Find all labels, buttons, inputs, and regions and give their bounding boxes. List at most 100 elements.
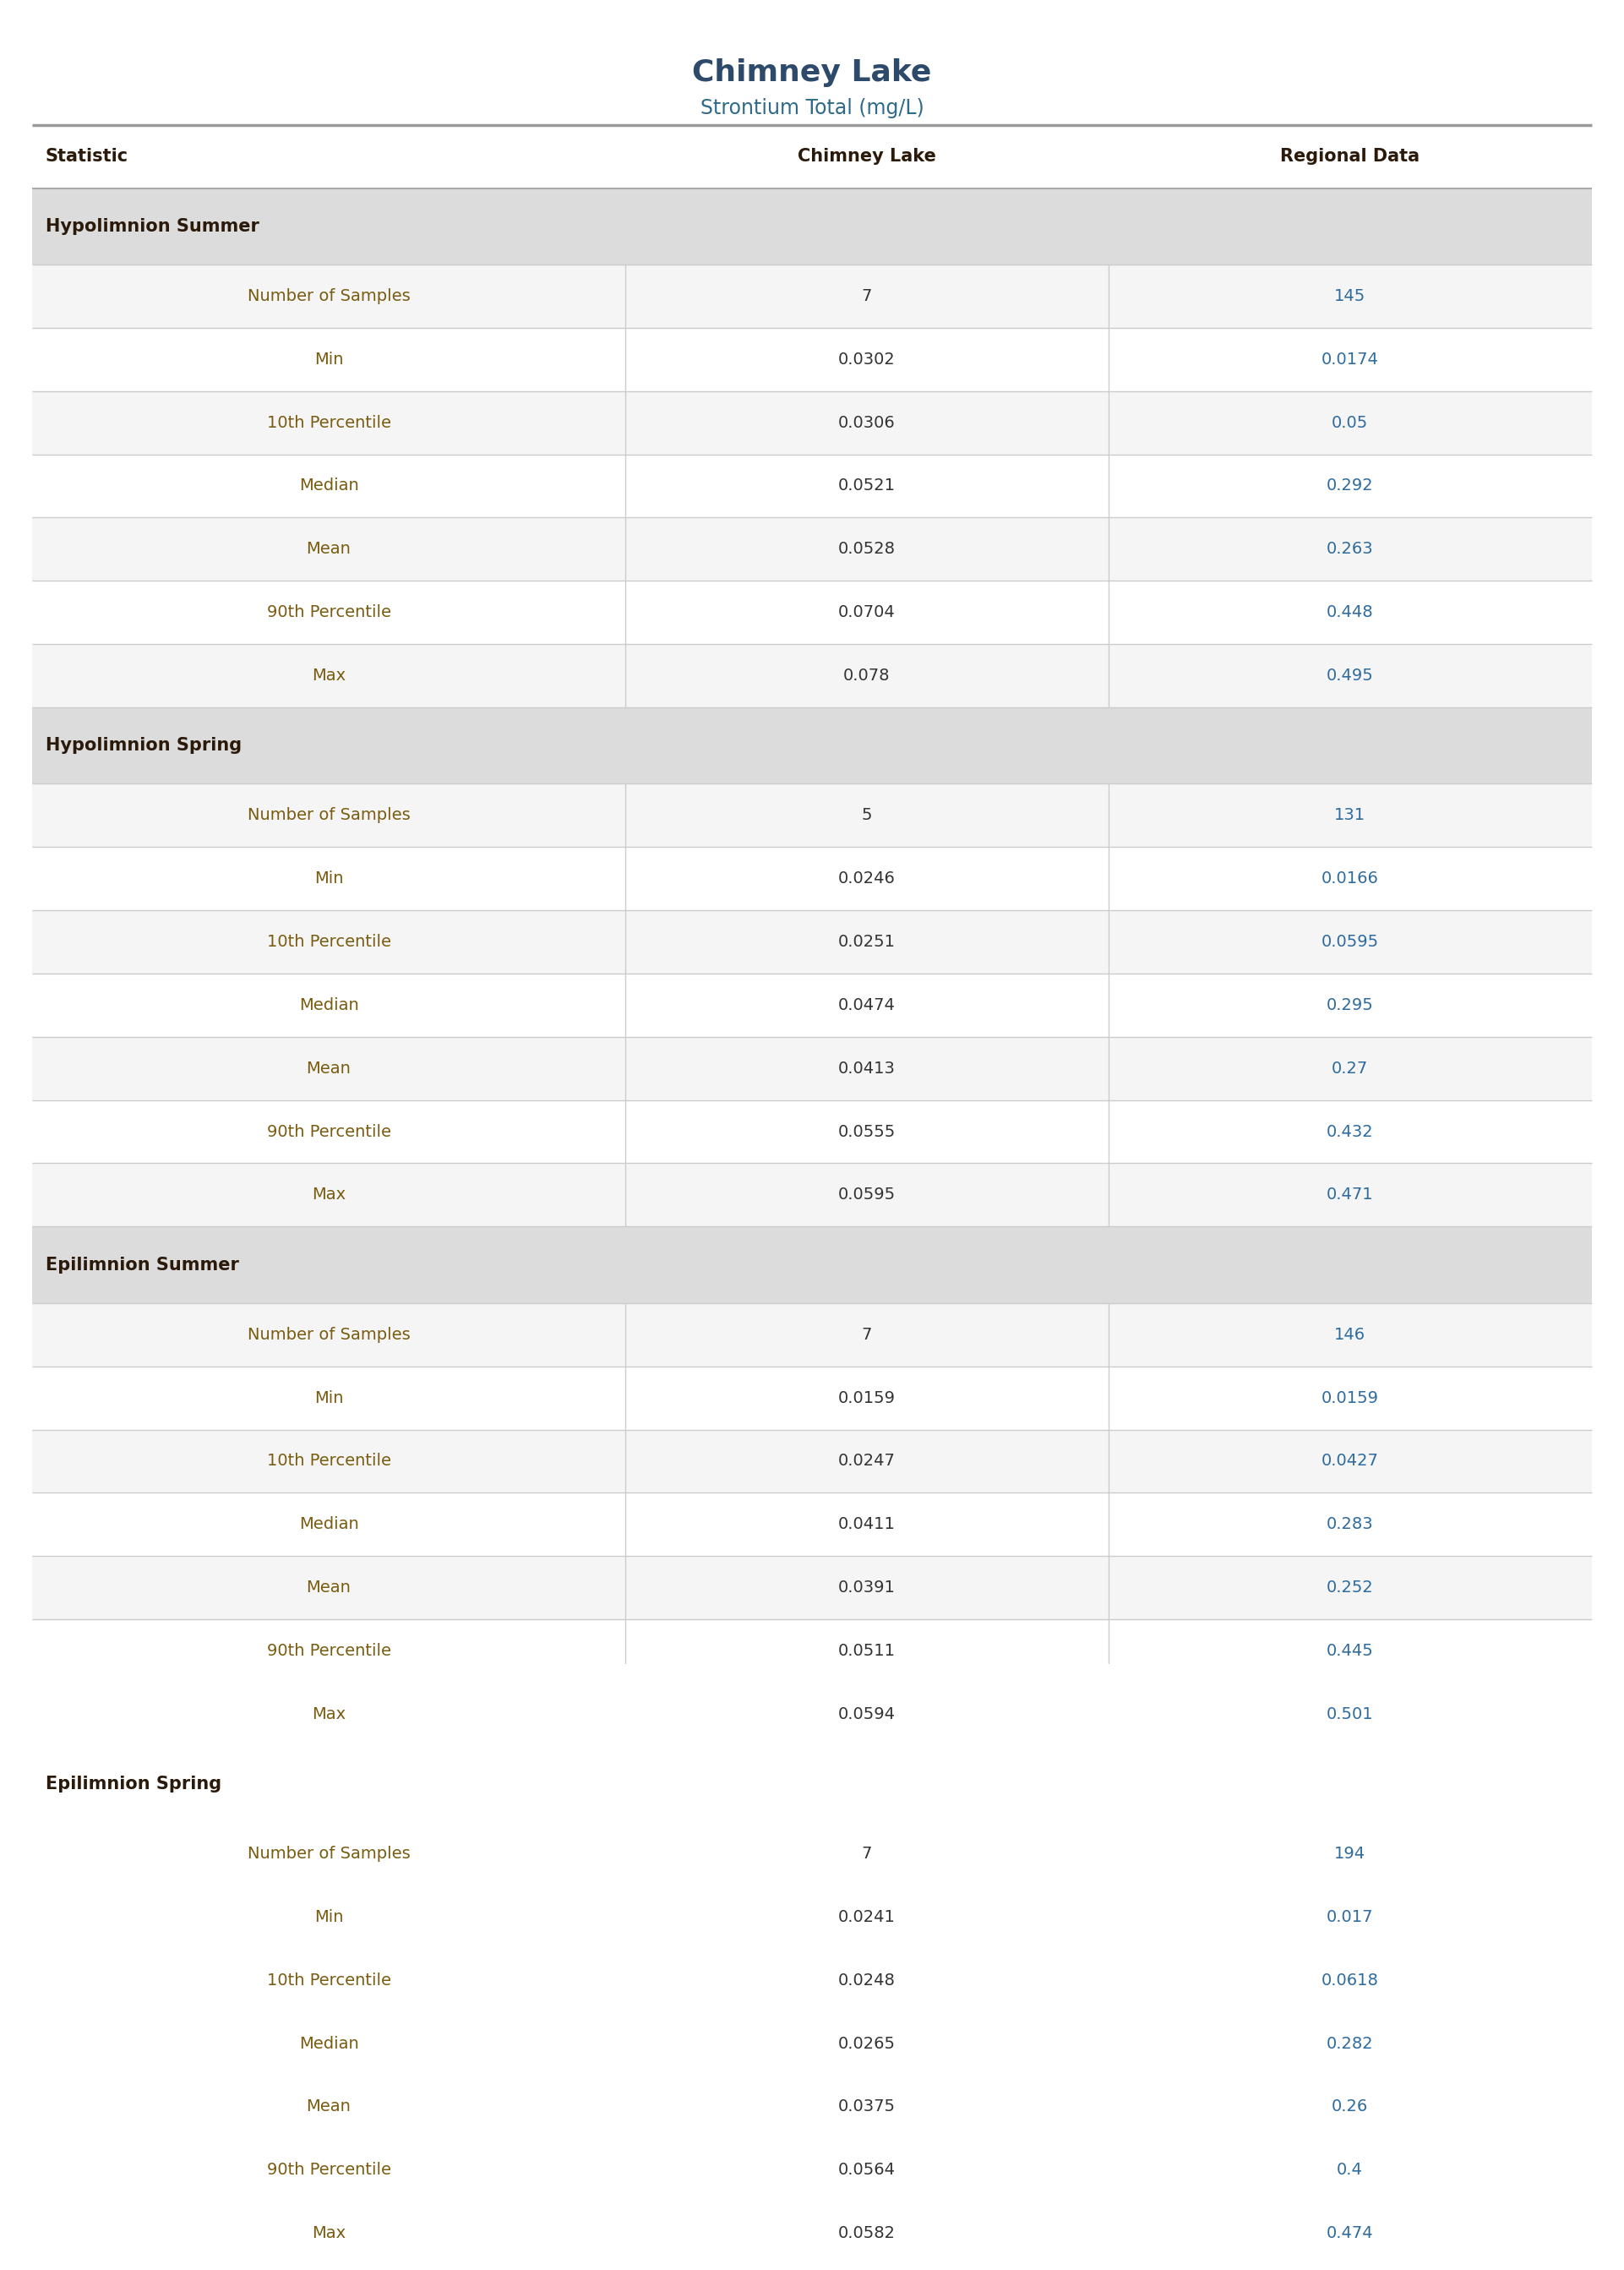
Text: 0.0704: 0.0704 <box>838 604 895 620</box>
Text: 0.0174: 0.0174 <box>1322 352 1379 368</box>
Text: Chimney Lake: Chimney Lake <box>797 148 935 166</box>
Text: 146: 146 <box>1335 1326 1366 1344</box>
Text: 0.0159: 0.0159 <box>1322 1389 1379 1405</box>
Text: 0.0595: 0.0595 <box>1320 933 1379 949</box>
Text: 0.078: 0.078 <box>843 667 890 683</box>
Text: 7: 7 <box>861 1846 872 1861</box>
Text: 0.0391: 0.0391 <box>838 1580 895 1596</box>
Text: Median: Median <box>299 2036 359 2052</box>
Text: 0.282: 0.282 <box>1327 2036 1374 2052</box>
Text: Statistic: Statistic <box>45 148 128 166</box>
Text: 131: 131 <box>1335 808 1366 824</box>
Text: Mean: Mean <box>307 1580 351 1596</box>
Text: Strontium Total (mg/L): Strontium Total (mg/L) <box>700 98 924 118</box>
FancyBboxPatch shape <box>32 188 1592 266</box>
Text: 0.0306: 0.0306 <box>838 415 895 431</box>
Text: 0.0166: 0.0166 <box>1322 872 1379 888</box>
FancyBboxPatch shape <box>32 1101 1592 1162</box>
Text: 0.0427: 0.0427 <box>1322 1453 1379 1469</box>
Text: Max: Max <box>312 2225 346 2240</box>
Text: 0.474: 0.474 <box>1327 2225 1374 2240</box>
Text: 0.0474: 0.0474 <box>838 997 895 1012</box>
Text: 0.0302: 0.0302 <box>838 352 895 368</box>
Text: 90th Percentile: 90th Percentile <box>266 1124 391 1140</box>
Text: Number of Samples: Number of Samples <box>247 288 411 304</box>
FancyBboxPatch shape <box>32 910 1592 974</box>
Text: Min: Min <box>313 872 343 888</box>
Text: Epilimnion Summer: Epilimnion Summer <box>45 1255 239 1273</box>
Text: Mean: Mean <box>307 540 351 556</box>
FancyBboxPatch shape <box>32 1226 1592 1303</box>
Text: 0.0618: 0.0618 <box>1322 1973 1379 1989</box>
Text: 0.0251: 0.0251 <box>838 933 895 949</box>
Text: 0.0564: 0.0564 <box>838 2161 895 2179</box>
FancyBboxPatch shape <box>32 783 1592 847</box>
Text: Min: Min <box>313 1389 343 1405</box>
FancyBboxPatch shape <box>32 2075 1592 2138</box>
Text: 0.252: 0.252 <box>1327 1580 1374 1596</box>
FancyBboxPatch shape <box>32 581 1592 645</box>
Text: 0.432: 0.432 <box>1327 1124 1374 1140</box>
FancyBboxPatch shape <box>32 1746 1592 1823</box>
FancyBboxPatch shape <box>32 645 1592 708</box>
Text: 0.263: 0.263 <box>1327 540 1374 556</box>
Text: 0.471: 0.471 <box>1327 1187 1374 1203</box>
Text: 0.448: 0.448 <box>1327 604 1374 620</box>
Text: Min: Min <box>313 1909 343 1925</box>
Text: 0.0375: 0.0375 <box>838 2100 895 2116</box>
Text: Max: Max <box>312 1187 346 1203</box>
Text: 0.283: 0.283 <box>1327 1516 1374 1532</box>
FancyBboxPatch shape <box>32 1555 1592 1619</box>
FancyBboxPatch shape <box>32 847 1592 910</box>
Text: Regional Data: Regional Data <box>1280 148 1419 166</box>
Text: Number of Samples: Number of Samples <box>247 808 411 824</box>
Text: Median: Median <box>299 1516 359 1532</box>
Text: 5: 5 <box>861 808 872 824</box>
Text: 0.445: 0.445 <box>1327 1643 1374 1659</box>
Text: 90th Percentile: 90th Percentile <box>266 604 391 620</box>
Text: 145: 145 <box>1335 288 1366 304</box>
Text: 0.0528: 0.0528 <box>838 540 895 556</box>
FancyBboxPatch shape <box>32 518 1592 581</box>
Text: 90th Percentile: 90th Percentile <box>266 2161 391 2179</box>
FancyBboxPatch shape <box>32 1494 1592 1555</box>
FancyBboxPatch shape <box>32 2138 1592 2202</box>
Text: 10th Percentile: 10th Percentile <box>266 933 391 949</box>
FancyBboxPatch shape <box>32 454 1592 518</box>
FancyBboxPatch shape <box>32 266 1592 327</box>
FancyBboxPatch shape <box>32 1948 1592 2011</box>
Text: 0.0413: 0.0413 <box>838 1060 895 1076</box>
FancyBboxPatch shape <box>32 1886 1592 1948</box>
Text: 0.292: 0.292 <box>1327 479 1374 495</box>
Text: 10th Percentile: 10th Percentile <box>266 1453 391 1469</box>
Text: 0.0411: 0.0411 <box>838 1516 895 1532</box>
FancyBboxPatch shape <box>32 708 1592 783</box>
Text: Hypolimnion Summer: Hypolimnion Summer <box>45 218 260 234</box>
Text: 0.0521: 0.0521 <box>838 479 895 495</box>
FancyBboxPatch shape <box>32 1619 1592 1682</box>
Text: 0.05: 0.05 <box>1332 415 1367 431</box>
Text: 0.0594: 0.0594 <box>838 1707 895 1723</box>
Text: 0.017: 0.017 <box>1327 1909 1374 1925</box>
Text: 0.0248: 0.0248 <box>838 1973 895 1989</box>
FancyBboxPatch shape <box>32 1367 1592 1430</box>
Text: 7: 7 <box>861 288 872 304</box>
FancyBboxPatch shape <box>32 1823 1592 1886</box>
Text: 10th Percentile: 10th Percentile <box>266 415 391 431</box>
Text: 0.0159: 0.0159 <box>838 1389 895 1405</box>
Text: 0.295: 0.295 <box>1327 997 1374 1012</box>
Text: 0.4: 0.4 <box>1337 2161 1363 2179</box>
FancyBboxPatch shape <box>32 1162 1592 1226</box>
Text: Hypolimnion Spring: Hypolimnion Spring <box>45 738 242 754</box>
Text: 0.0595: 0.0595 <box>838 1187 895 1203</box>
FancyBboxPatch shape <box>32 1037 1592 1101</box>
Text: 7: 7 <box>861 1326 872 1344</box>
Text: 194: 194 <box>1335 1846 1366 1861</box>
FancyBboxPatch shape <box>32 1682 1592 1746</box>
Text: 0.495: 0.495 <box>1327 667 1374 683</box>
Text: Number of Samples: Number of Samples <box>247 1846 411 1861</box>
Text: 0.0247: 0.0247 <box>838 1453 895 1469</box>
Text: 0.501: 0.501 <box>1327 1707 1374 1723</box>
Text: 0.0555: 0.0555 <box>838 1124 895 1140</box>
Text: Mean: Mean <box>307 1060 351 1076</box>
